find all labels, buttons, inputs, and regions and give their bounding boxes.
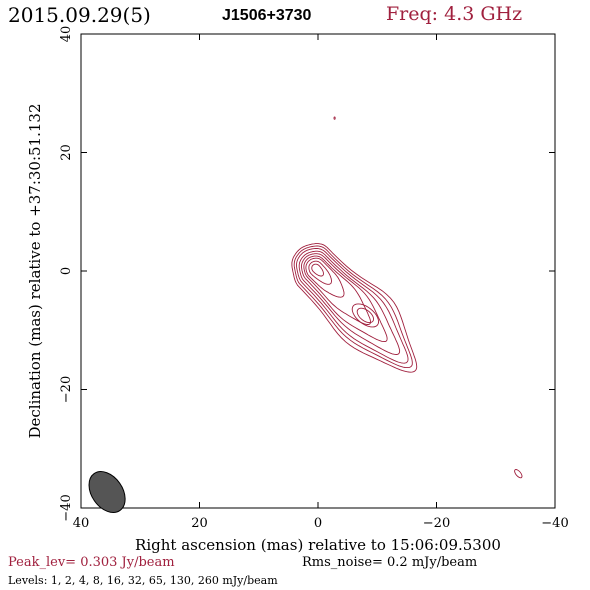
beam-group [88,471,126,513]
peak-level: Peak_lev= 0.303 Jy/beam [8,555,175,570]
source-name: J1506+3730 [222,7,312,24]
contour-level-2 [293,245,413,369]
y-tick-label: 40 [59,26,74,43]
contour-level-5 [301,253,388,343]
contour-level-6 [303,255,371,325]
contour-level-7 [305,257,345,298]
y-tick-label: 0 [59,267,74,275]
epoch-date: 2015.09.29(5) [8,3,151,27]
x-axis-label: Right ascension (mas) relative to 15:06:… [135,536,501,554]
contour-map [291,116,523,479]
beam-ellipse [88,471,126,513]
y-axis-label: Declination (mas) relative to +37:30:51.… [26,103,44,438]
x-tick-label: 40 [73,516,90,531]
contour-level-8 [308,260,332,285]
jet-knot-contour-1 [351,303,379,328]
y-tick-label: 20 [59,144,74,161]
x-tick-label: 20 [191,516,208,531]
frequency-label: Freq: 4.3 GHz [386,3,523,25]
isolated-contour [514,469,523,479]
y-tick-label: −20 [59,376,74,403]
x-tick-label: −20 [423,516,450,531]
rms-noise: Rms_noise= 0.2 mJy/beam [302,555,478,570]
contour-level-9 [311,263,324,277]
contour-level-4 [298,250,401,355]
y-tick-label: −40 [59,494,74,521]
contour-level-3 [296,248,409,364]
jet-knot-contour-2 [356,307,374,324]
plot-frame [80,33,556,509]
x-tick-label: 0 [314,516,322,531]
contour-levels: Levels: 1, 2, 4, 8, 16, 32, 65, 130, 260… [8,574,278,587]
contour-level-1 [291,243,418,373]
x-tick-label: −40 [541,516,568,531]
speck-contour [333,116,336,120]
